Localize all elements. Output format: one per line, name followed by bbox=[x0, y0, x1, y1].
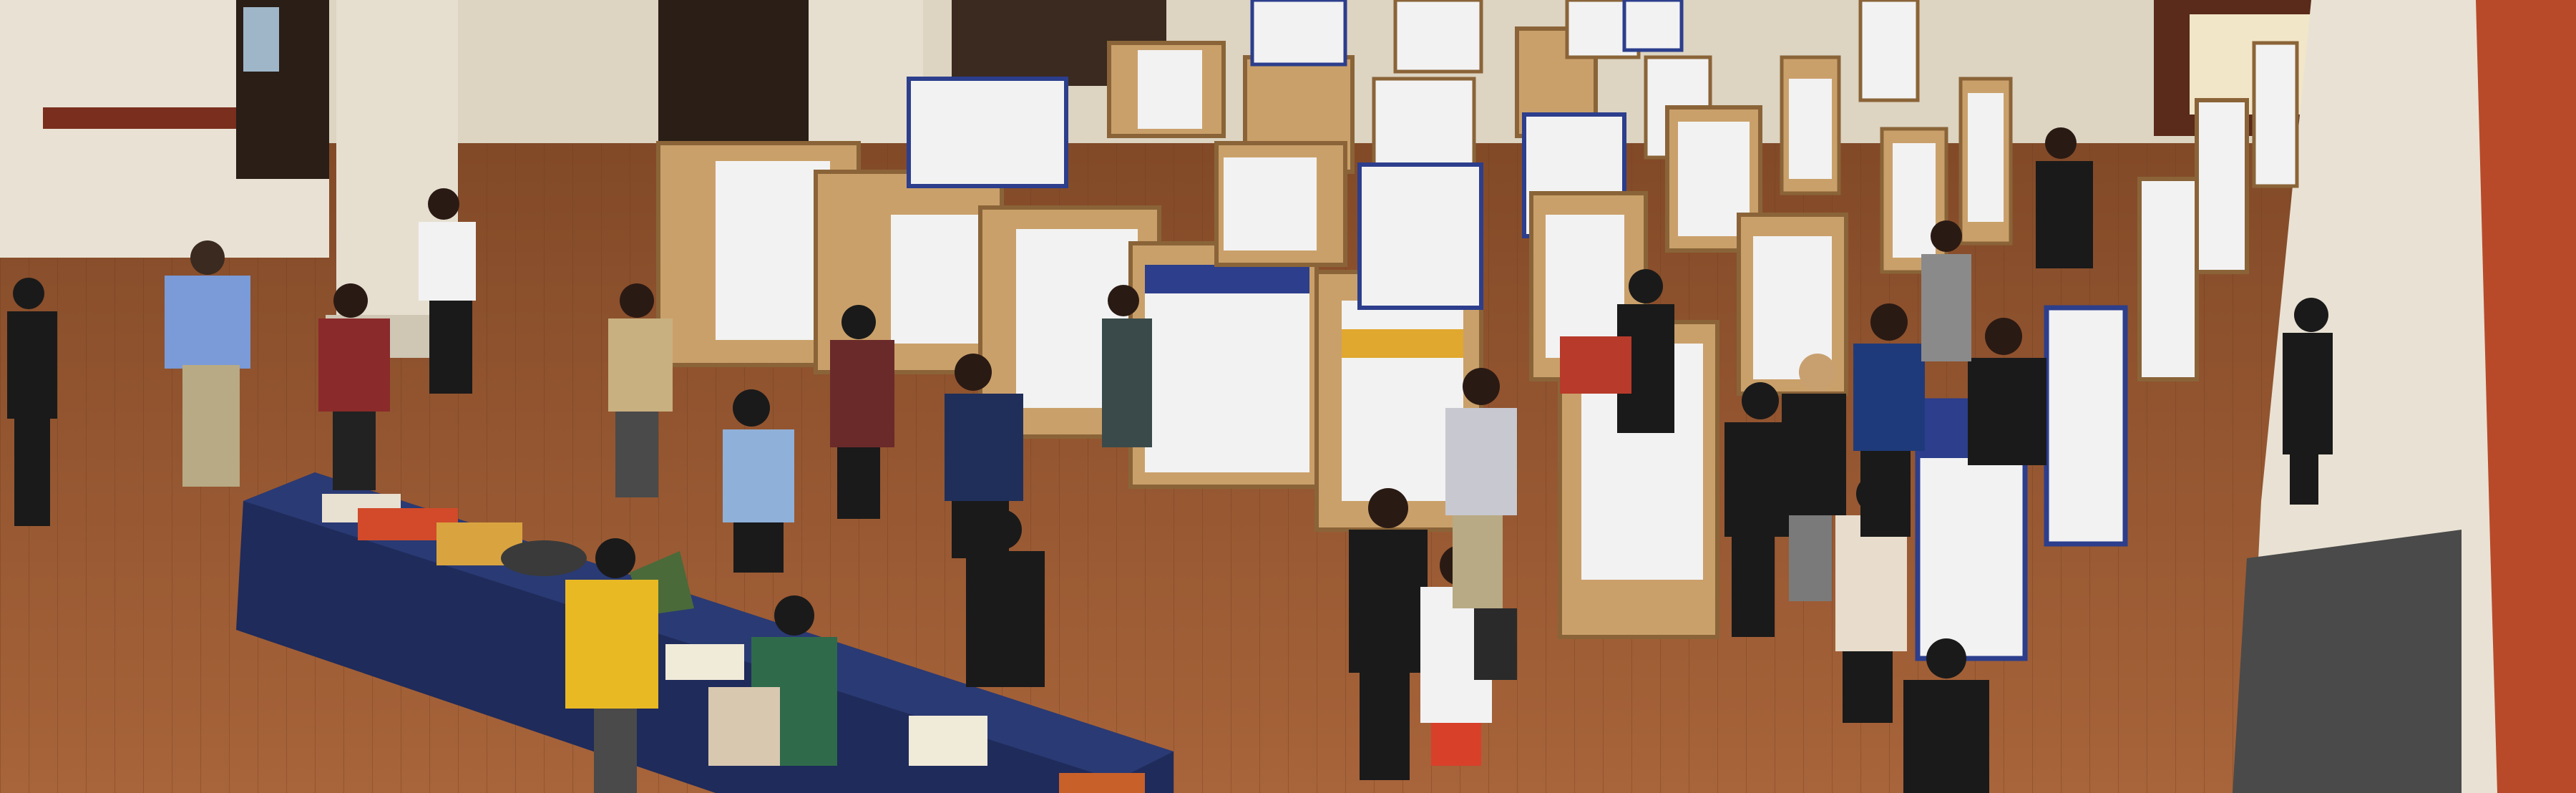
person bbox=[608, 283, 673, 497]
person bbox=[1445, 368, 1517, 608]
person bbox=[1724, 382, 1789, 637]
person bbox=[1968, 318, 2046, 465]
person bbox=[708, 595, 837, 766]
person bbox=[1349, 488, 1428, 780]
person bbox=[966, 510, 1045, 687]
person bbox=[1853, 303, 1925, 537]
poster-boards bbox=[656, 0, 2299, 661]
person bbox=[1903, 638, 1989, 793]
person bbox=[7, 278, 57, 526]
refreshment-table bbox=[236, 472, 1174, 793]
person bbox=[419, 188, 476, 394]
person bbox=[723, 389, 794, 573]
person bbox=[165, 240, 250, 487]
person bbox=[1921, 220, 1971, 361]
person bbox=[2036, 127, 2093, 268]
attendees bbox=[7, 127, 2333, 793]
person bbox=[318, 283, 390, 490]
person bbox=[1560, 269, 1674, 433]
person bbox=[2283, 298, 2333, 505]
person bbox=[1782, 354, 1846, 601]
balcony-railing bbox=[2233, 0, 2576, 793]
person bbox=[830, 305, 894, 519]
person bbox=[565, 538, 658, 793]
person bbox=[1102, 285, 1152, 447]
